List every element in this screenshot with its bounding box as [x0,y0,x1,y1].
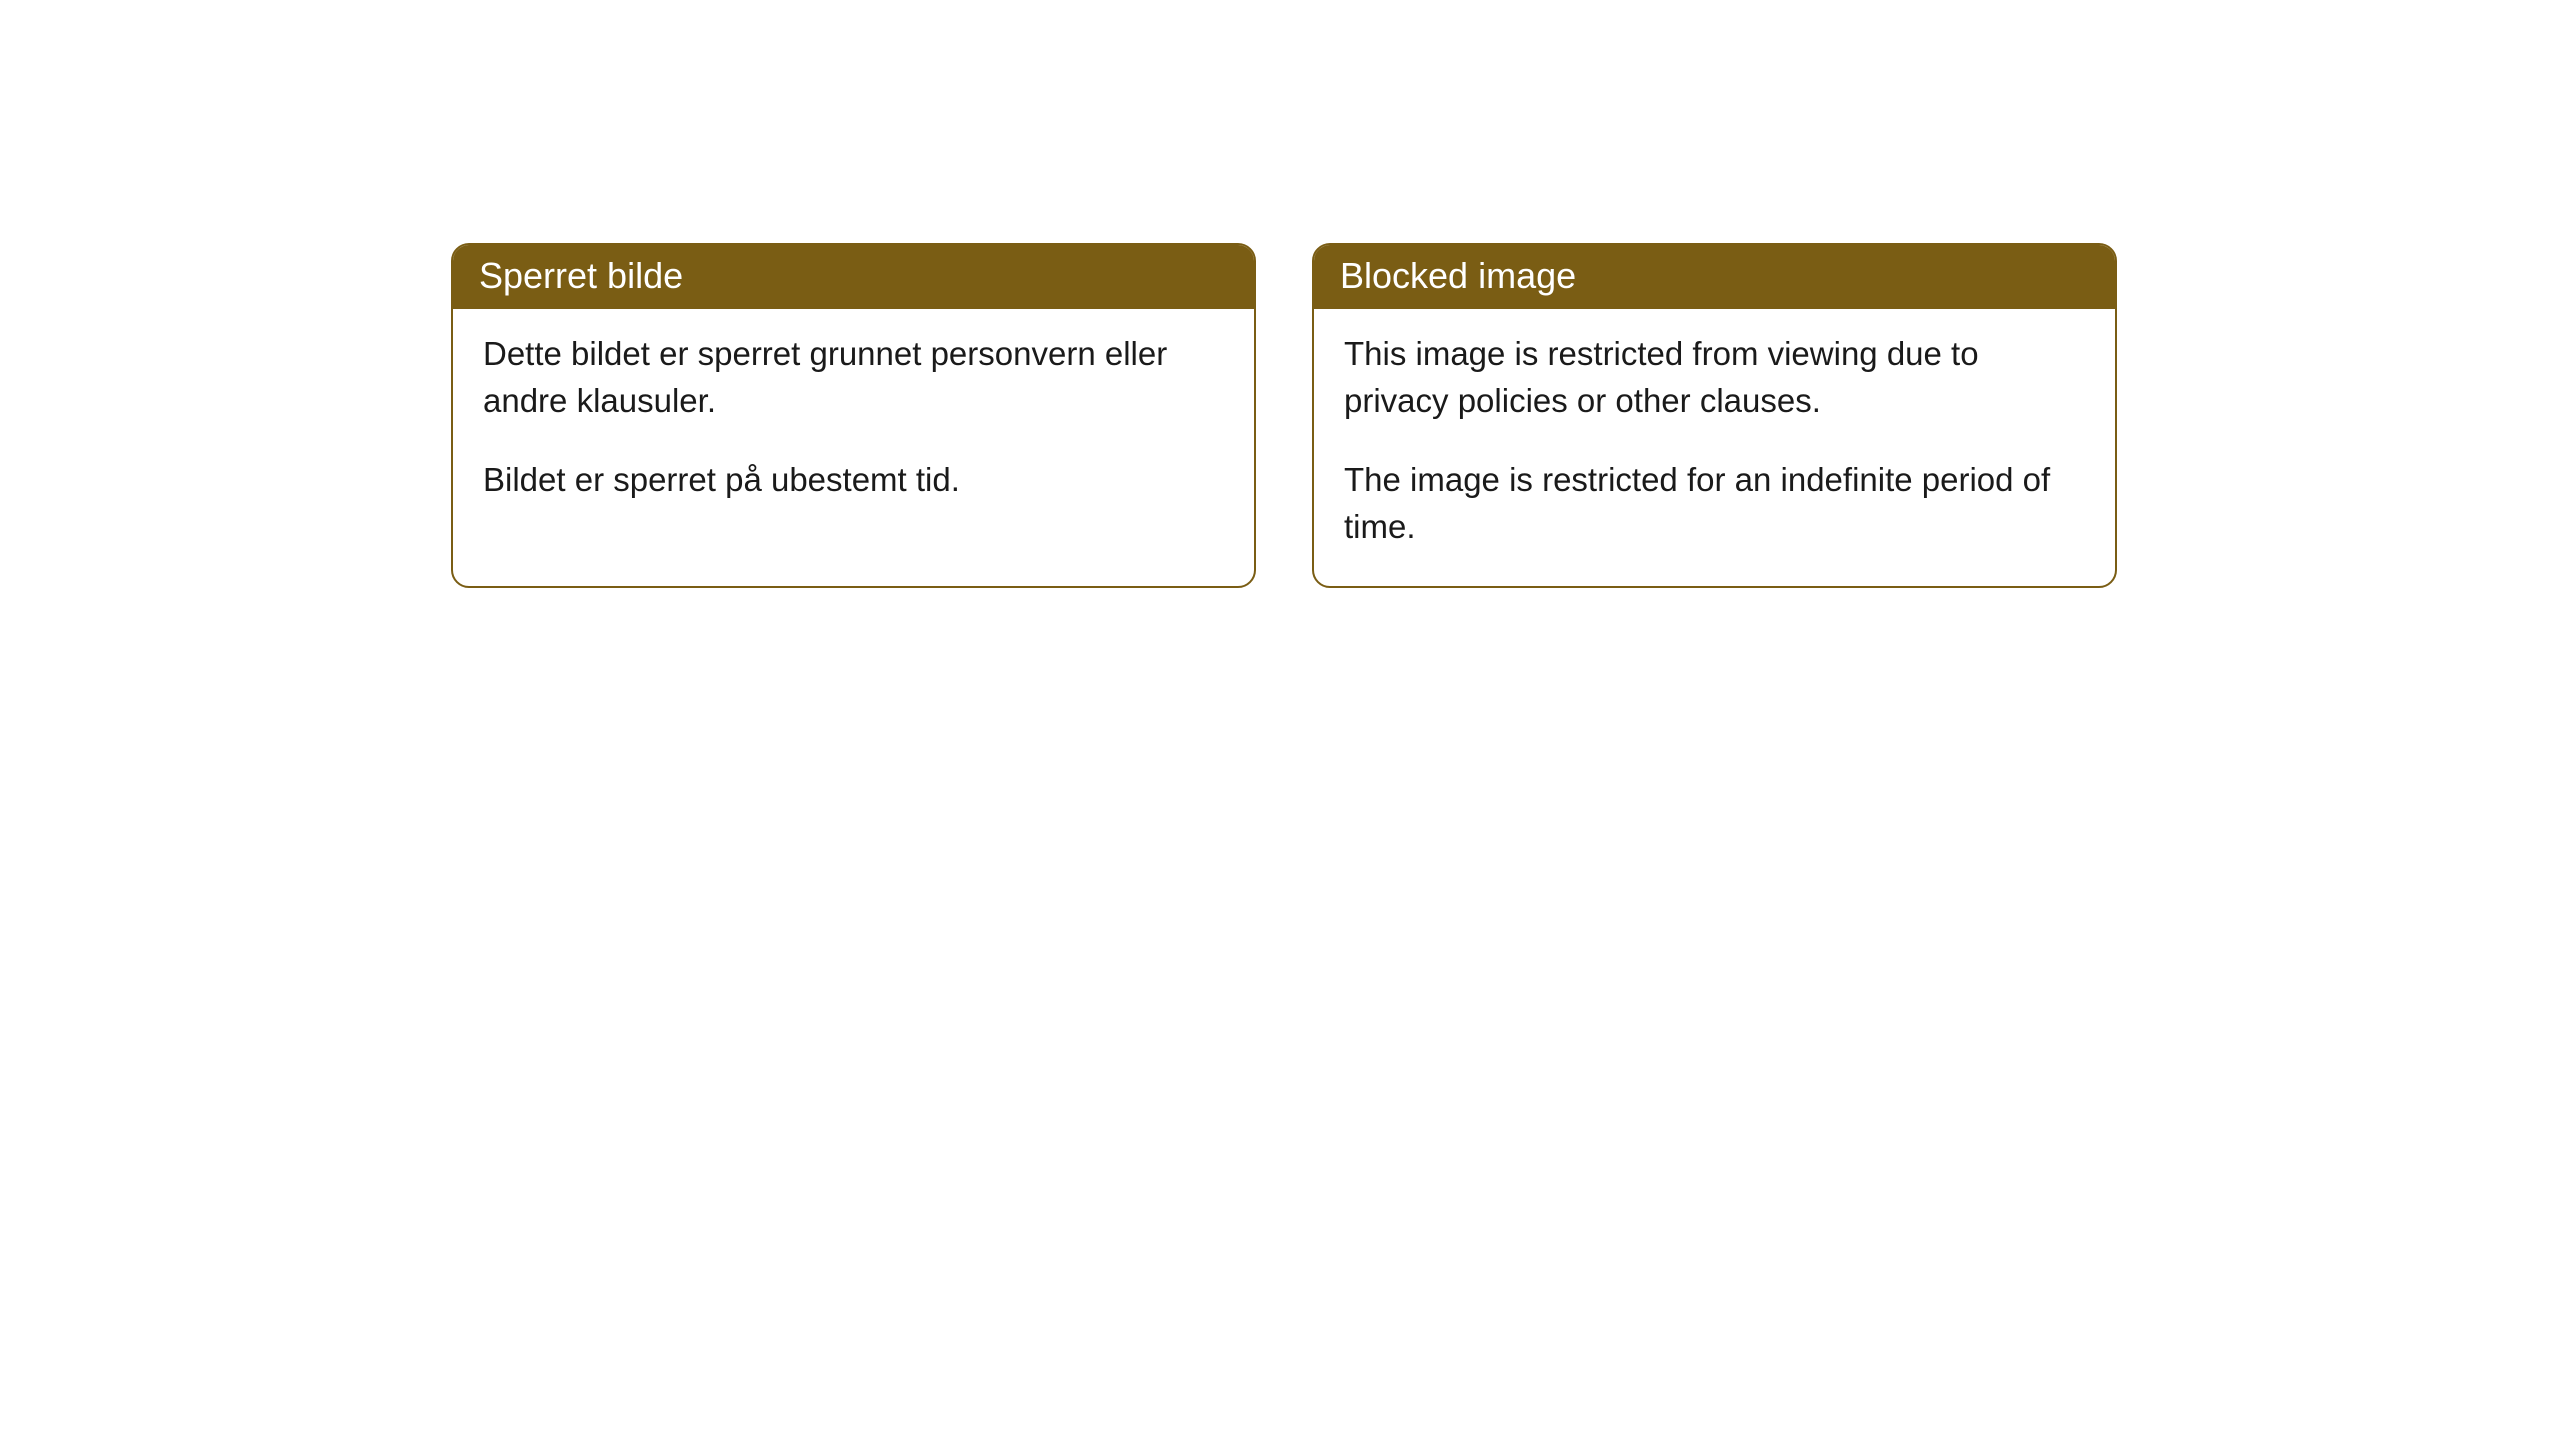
card-text-norwegian-1: Dette bildet er sperret grunnet personve… [483,331,1224,425]
card-body-norwegian: Dette bildet er sperret grunnet personve… [453,309,1254,540]
card-header-norwegian: Sperret bilde [453,245,1254,309]
card-text-norwegian-2: Bildet er sperret på ubestemt tid. [483,457,1224,504]
card-english: Blocked image This image is restricted f… [1312,243,2117,588]
card-text-english-2: The image is restricted for an indefinit… [1344,457,2085,551]
card-body-english: This image is restricted from viewing du… [1314,309,2115,586]
card-norwegian: Sperret bilde Dette bildet er sperret gr… [451,243,1256,588]
card-text-english-1: This image is restricted from viewing du… [1344,331,2085,425]
card-header-english: Blocked image [1314,245,2115,309]
cards-container: Sperret bilde Dette bildet er sperret gr… [451,243,2117,588]
